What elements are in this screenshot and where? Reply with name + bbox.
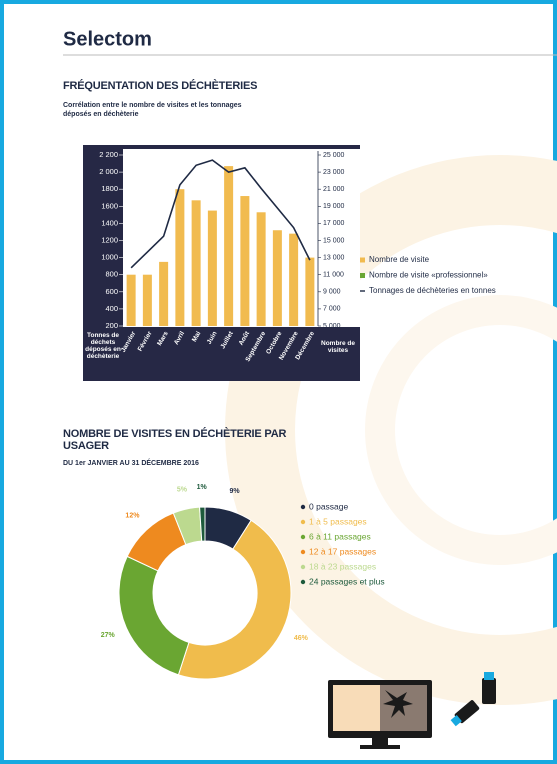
y-tick-label: 400 xyxy=(105,304,118,313)
bar xyxy=(175,189,185,326)
y2-tick-label: 5 000 xyxy=(323,323,341,330)
y-tick-label: 200 xyxy=(105,321,118,330)
line xyxy=(130,159,311,269)
bar xyxy=(142,274,152,326)
y-tick-label: 1600 xyxy=(101,201,118,210)
y-tick-label: 1200 xyxy=(101,235,118,244)
y-axis-title: Tonnes de déchets déposés en déchèterie xyxy=(85,332,121,360)
chart-subtitle: DU 1er JANVIER AU 31 DÉCEMBRE 2016 xyxy=(63,460,199,467)
legend-marker xyxy=(300,534,306,540)
background-ring xyxy=(225,155,557,705)
legend-marker xyxy=(300,579,306,585)
bar xyxy=(256,212,266,326)
pie-slice xyxy=(199,506,206,542)
value-label: 46% xyxy=(294,635,309,642)
legend-label: Tonnages de déchèteries en tonnes xyxy=(369,286,496,295)
y2-tick-label: 21 000 xyxy=(323,186,345,193)
pie-slice xyxy=(177,519,292,680)
y2-tick-label: 17 000 xyxy=(323,220,345,227)
bar xyxy=(272,230,282,326)
y-tick-label: 2 000 xyxy=(99,167,118,176)
section-title: FRÉQUENTATION DES DÉCHÈTERIES xyxy=(63,80,258,92)
y2-tick-label: 19 000 xyxy=(323,203,345,210)
usb-icon xyxy=(450,672,496,727)
monitor-icon xyxy=(328,680,432,749)
value-label: 12% xyxy=(125,513,140,520)
y2-tick-label: 9 000 xyxy=(323,289,341,296)
y2-tick-label: 13 000 xyxy=(323,254,345,261)
value-label: 5% xyxy=(177,486,188,493)
legend-label: 1 à 5 passages xyxy=(309,516,367,526)
logo: Selectom xyxy=(63,28,152,50)
bar xyxy=(240,196,250,326)
legend-marker xyxy=(300,549,306,555)
background-ring xyxy=(365,295,557,565)
x-tick-label: Mai xyxy=(191,330,203,343)
legend-label: 24 passages et plus xyxy=(309,576,385,586)
y2-tick-label: 7 000 xyxy=(323,306,341,313)
y2-tick-label: 25 000 xyxy=(323,152,345,159)
legend-label: Nombre de visite «professionnel» xyxy=(369,271,488,280)
legend-label: 18 à 23 passages xyxy=(309,561,376,571)
legend-marker xyxy=(300,519,306,525)
y-tick-label: 1800 xyxy=(101,184,118,193)
legend-marker xyxy=(300,504,306,510)
bar xyxy=(207,210,217,326)
bar xyxy=(159,261,169,326)
bar xyxy=(289,233,299,326)
legend-label: 6 à 11 passages xyxy=(309,531,371,541)
y2-tick-label: 15 000 xyxy=(323,237,345,244)
value-label: 1% xyxy=(197,484,208,491)
value-label: 9% xyxy=(230,488,241,495)
y2-axis-title: Nombre de visites xyxy=(321,340,355,354)
legend-label: Nombre de visite xyxy=(369,255,430,264)
y-tick-label: 600 xyxy=(105,287,118,296)
y2-tick-label: 11 000 xyxy=(323,272,344,279)
chart-subtitle: Corrélation entre le nombre de visites e… xyxy=(63,102,242,118)
y-tick-label: 1000 xyxy=(101,253,118,262)
y-tick-label: 2 200 xyxy=(99,150,118,159)
y-tick-label: 1400 xyxy=(101,218,118,227)
y-tick-label: 800 xyxy=(105,270,118,279)
legend-label: 12 à 17 passages xyxy=(309,546,376,556)
y2-tick-label: 23 000 xyxy=(323,169,345,176)
legend-label: 0 passage xyxy=(309,501,348,511)
value-label: 27% xyxy=(101,632,116,639)
legend-marker xyxy=(360,273,365,278)
bar xyxy=(126,274,136,326)
bar xyxy=(191,200,201,326)
bar xyxy=(224,166,234,326)
legend-marker xyxy=(360,257,365,263)
legend-marker xyxy=(300,564,306,570)
bar xyxy=(305,257,315,326)
section-title: NOMBRE DE VISITES EN DÉCHÈTERIE PAR USAG… xyxy=(63,428,287,452)
